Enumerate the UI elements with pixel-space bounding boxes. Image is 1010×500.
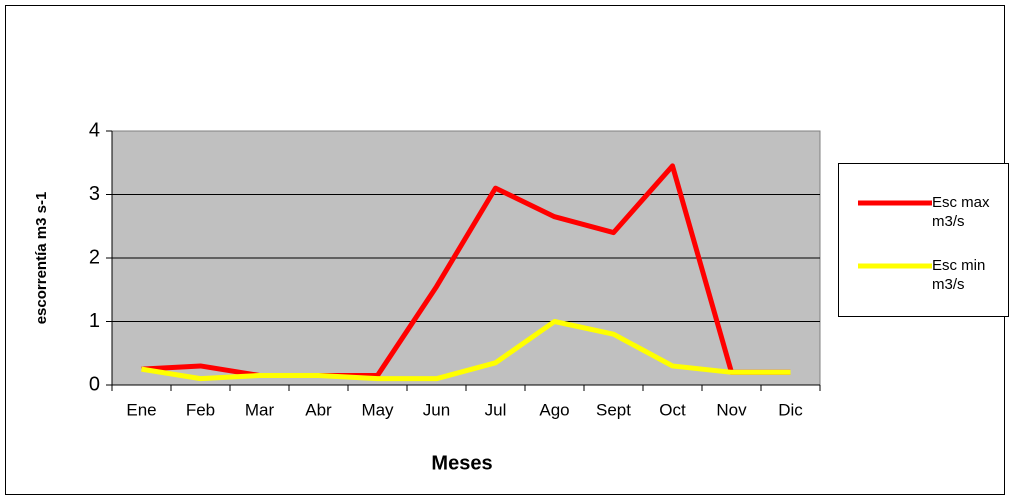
y-tick-label: 3 [89,183,100,205]
y-tick-label: 0 [89,373,100,395]
x-tick-label: Sept [596,400,631,419]
y-axis-label: escorrentía m3 s-1 [33,192,50,325]
y-tick-label: 4 [89,119,100,141]
x-tick-label: May [361,400,394,419]
x-tick-label: Dic [778,400,803,419]
x-tick-label: Feb [186,400,215,419]
x-tick-label: Abr [305,400,332,419]
y-tick-label: 1 [89,310,100,332]
series-line [141,319,791,382]
x-tick-label: Ene [126,400,156,419]
legend [838,163,1009,317]
y-tick-label: 2 [89,246,100,268]
x-tick-label: Mar [245,400,275,419]
x-tick-label: Jul [485,400,507,419]
legend-label-box: Esc max m3/s [932,194,990,230]
x-tick-label: Nov [716,400,747,419]
x-tick-label: Ago [539,400,569,419]
legend-label-box: Esc min m3/s [932,257,986,293]
x-tick-label: Jun [423,400,450,419]
x-axis-label: Meses [431,452,492,474]
x-tick-label: Oct [659,400,686,419]
legend-label: Esc max m3/s [932,194,990,230]
legend-label: Esc min m3/s [932,257,986,293]
